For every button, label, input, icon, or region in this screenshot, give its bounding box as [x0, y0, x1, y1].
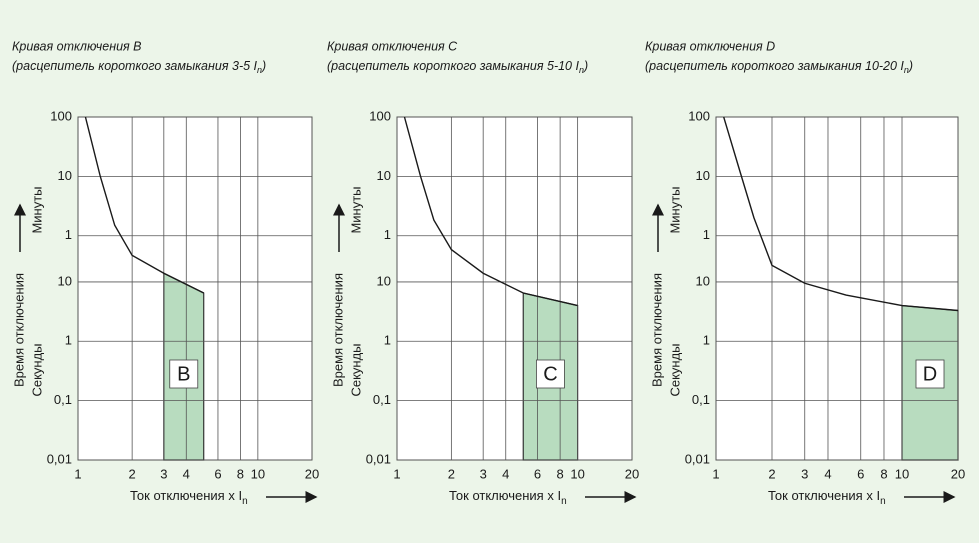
y-tick-label: 0,01	[685, 451, 710, 466]
x-tick-label: 4	[824, 466, 831, 481]
y-tick-label: 0,1	[373, 392, 391, 407]
y-tick-label: 10	[377, 273, 391, 288]
subtitle-subscript: n	[579, 65, 584, 75]
x-tick-label: 4	[502, 466, 509, 481]
y-label-minutes: Минуты	[29, 186, 44, 233]
x-label-subscript: n	[242, 496, 248, 507]
y-tick-label: 10	[58, 168, 72, 183]
y-tick-label: 1	[65, 333, 72, 348]
chart-title: Кривая отключения C	[327, 39, 458, 53]
x-tick-label: 1	[393, 466, 400, 481]
y-axis-label: Время отключения	[330, 273, 345, 387]
y-tick-label: 10	[377, 168, 391, 183]
y-tick-label: 1	[703, 227, 710, 242]
zone-label-box	[915, 359, 945, 389]
y-tick-label: 100	[50, 108, 72, 123]
x-tick-label: 20	[951, 466, 965, 481]
subtitle-text: (расцепитель короткого замыкания 5-10 I	[327, 59, 579, 73]
x-tick-label: 3	[480, 466, 487, 481]
subtitle-subscript: n	[257, 65, 262, 75]
y-label-minutes: Минуты	[348, 186, 363, 233]
chart-subtitle: (расцепитель короткого замыкания 10-20 I…	[645, 59, 913, 75]
zone-label: C	[543, 363, 557, 385]
x-tick-label: 2	[129, 466, 136, 481]
x-label-text: Ток отключения x I	[449, 488, 561, 503]
y-tick-label: 10	[696, 273, 710, 288]
y-label-seconds: Секунды	[667, 343, 682, 396]
x-label-text: Ток отключения x I	[130, 488, 242, 503]
x-tick-label: 8	[237, 466, 244, 481]
chart-subtitle: (расцепитель короткого замыкания 5-10 In…	[327, 59, 588, 75]
x-tick-label: 1	[712, 466, 719, 481]
x-tick-label: 3	[160, 466, 167, 481]
y-tick-label: 1	[65, 227, 72, 242]
x-tick-label: 6	[534, 466, 541, 481]
x-label-text: Ток отключения x I	[768, 488, 880, 503]
y-tick-label: 100	[688, 108, 710, 123]
x-tick-label: 4	[183, 466, 190, 481]
x-tick-label: 10	[251, 466, 265, 481]
trip-curve	[84, 116, 205, 294]
x-tick-label: 6	[214, 466, 221, 481]
x-tick-label: 8	[880, 466, 887, 481]
x-tick-label: 2	[768, 466, 775, 481]
y-tick-label: 10	[696, 168, 710, 183]
zone-label-box	[169, 359, 199, 389]
trip-curve	[403, 116, 578, 307]
chart-subtitle: (расцепитель короткого замыкания 3-5 In)	[12, 59, 266, 75]
x-label-subscript: n	[561, 496, 567, 507]
subtitle-text: (расцепитель короткого замыкания 3-5 I	[12, 59, 258, 73]
x-tick-label: 1	[74, 466, 81, 481]
x-tick-label: 10	[895, 466, 909, 481]
y-label-minutes: Минуты	[667, 186, 682, 233]
y-tick-label: 0,01	[47, 451, 72, 466]
subtitle-end: )	[907, 59, 913, 73]
subtitle-subscript: n	[904, 65, 909, 75]
x-tick-label: 10	[570, 466, 584, 481]
x-tick-label: 20	[305, 466, 319, 481]
y-tick-label: 10	[58, 273, 72, 288]
subtitle-end: )	[582, 59, 588, 73]
zone-label: D	[923, 363, 937, 385]
zone-label: B	[177, 363, 190, 385]
chart-title: Кривая отключения D	[645, 39, 775, 53]
x-tick-label: 20	[625, 466, 639, 481]
y-tick-label: 0,1	[54, 392, 72, 407]
x-axis-label: Ток отключения x In	[449, 488, 567, 506]
subtitle-text: (расцепитель короткого замыкания 10-20 I	[645, 59, 904, 73]
y-tick-label: 0,1	[692, 392, 710, 407]
x-tick-label: 3	[801, 466, 808, 481]
x-axis-label: Ток отключения x In	[130, 488, 248, 506]
trip-curve	[723, 116, 959, 312]
zone-label-box	[536, 359, 565, 389]
chart-title: Кривая отключения B	[12, 39, 142, 53]
y-tick-label: 1	[384, 227, 391, 242]
y-label-seconds: Секунды	[348, 343, 363, 396]
y-axis-label: Время отключения	[649, 273, 664, 387]
y-label-seconds: Секунды	[29, 343, 44, 396]
y-tick-label: 1	[703, 333, 710, 348]
y-tick-label: 0,01	[366, 451, 391, 466]
x-axis-label: Ток отключения x In	[768, 488, 886, 506]
x-tick-label: 6	[857, 466, 864, 481]
y-tick-label: 1	[384, 333, 391, 348]
x-tick-label: 8	[557, 466, 564, 481]
y-tick-label: 100	[369, 108, 391, 123]
x-tick-label: 2	[448, 466, 455, 481]
subtitle-end: )	[260, 59, 266, 73]
y-axis-label: Время отключения	[11, 273, 26, 387]
x-label-subscript: n	[880, 496, 886, 507]
